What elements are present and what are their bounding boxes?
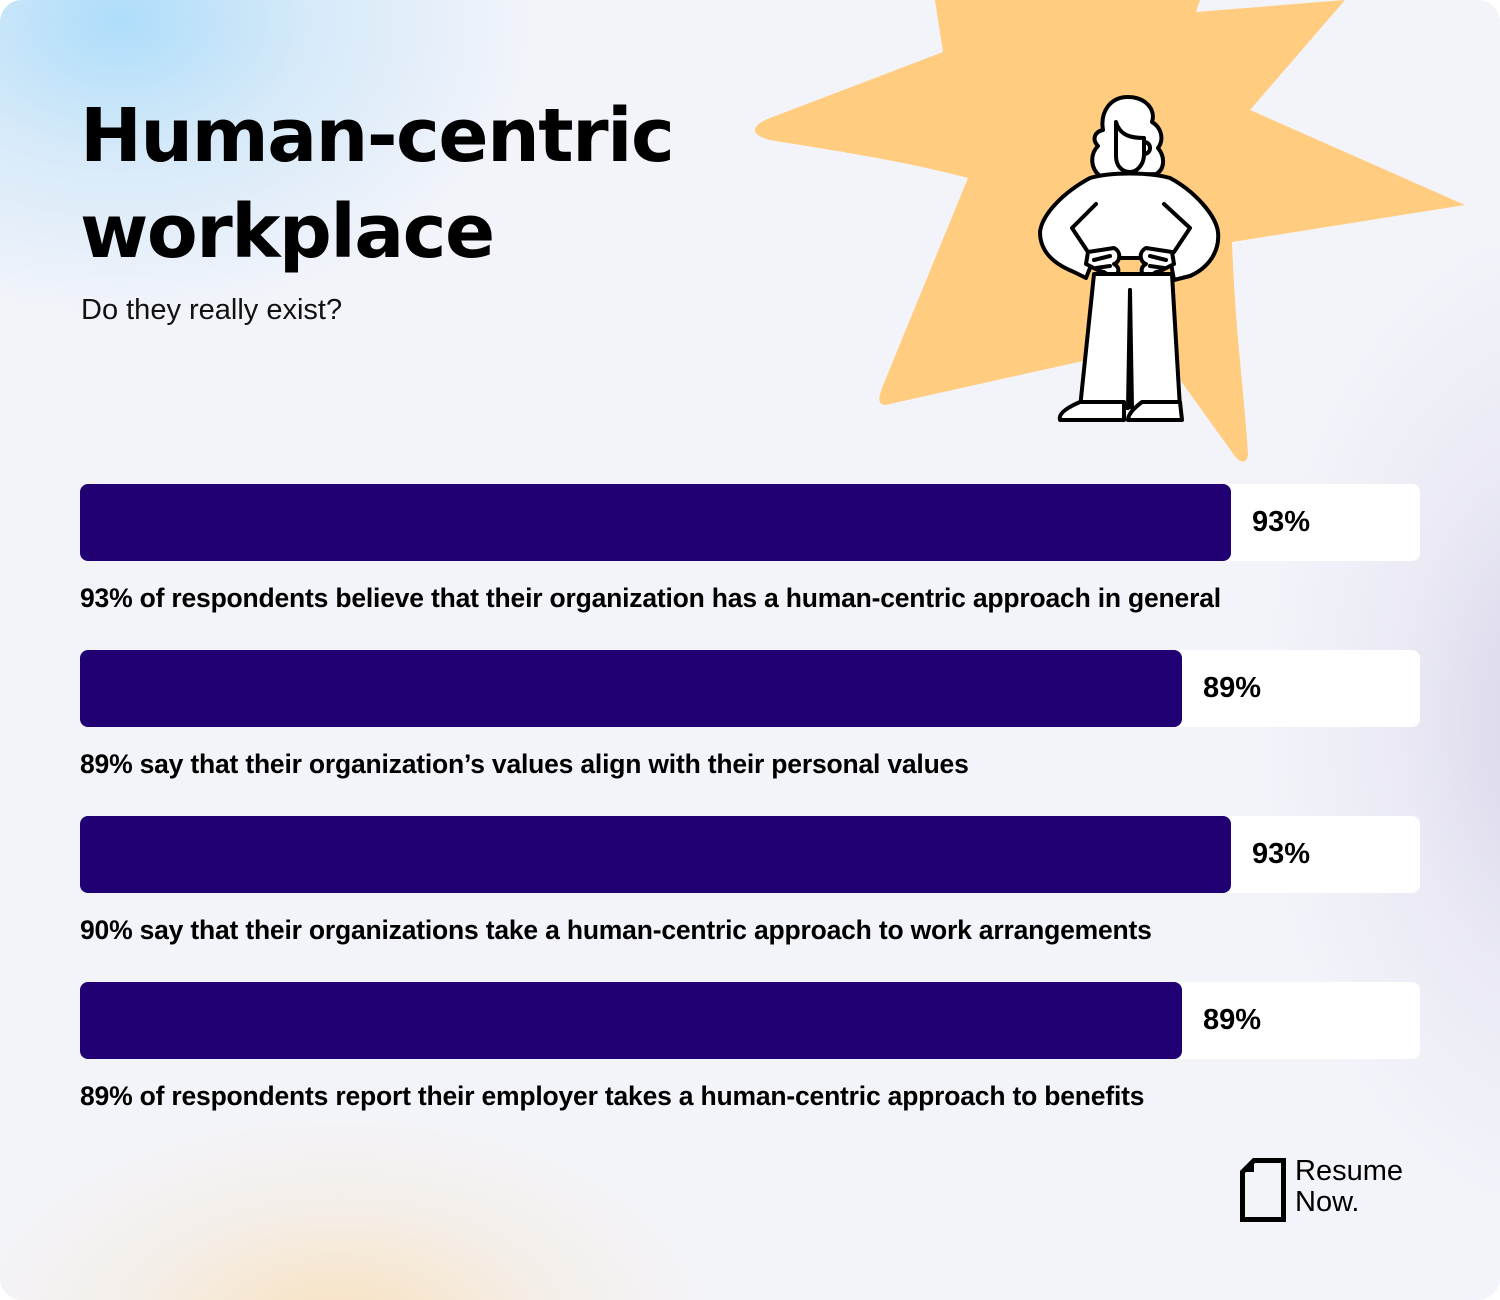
- bar-caption: 89% say that their organization’s values…: [80, 749, 969, 779]
- logo-text: Resume Now.: [1295, 1155, 1403, 1218]
- bar-caption: 90% say that their organizations take a …: [80, 915, 1152, 945]
- document-icon: [1240, 1158, 1286, 1222]
- right-shoe-icon: [1126, 400, 1184, 422]
- bar-fill: [80, 982, 1182, 1059]
- bar-caption: 93% of respondents believe that their or…: [80, 583, 1221, 613]
- bar-fill: [80, 650, 1182, 727]
- bar-row: 89% 89% say that their organization’s va…: [80, 650, 1420, 816]
- bar-value-label: 89%: [1203, 1004, 1262, 1036]
- bar-value-label: 93%: [1252, 838, 1311, 870]
- bar-fill: [80, 816, 1231, 893]
- left-shoe-icon: [1057, 400, 1126, 422]
- bar-row: 93% 90% say that their organizations tak…: [80, 816, 1420, 982]
- bar-fill: [80, 484, 1231, 561]
- bar-caption: 89% of respondents report their employer…: [80, 1081, 1145, 1111]
- bar-row: 89% 89% of respondents report their empl…: [80, 982, 1420, 1148]
- face-icon: [1114, 120, 1146, 174]
- page-subtitle: Do they really exist?: [81, 294, 343, 326]
- resume-now-logo: Resume Now.: [1240, 1156, 1430, 1222]
- bar-row: 93% 93% of respondents believe that thei…: [80, 484, 1420, 650]
- bar-chart: 93% 93% of respondents believe that thei…: [80, 484, 1420, 1148]
- pants-icon: [1078, 272, 1182, 410]
- woman-hands-on-hips-illustration: [1038, 95, 1221, 422]
- page-title: Human-centric workplace: [80, 93, 675, 275]
- bar-value-label: 93%: [1252, 506, 1311, 538]
- bar-value-label: 89%: [1203, 672, 1262, 704]
